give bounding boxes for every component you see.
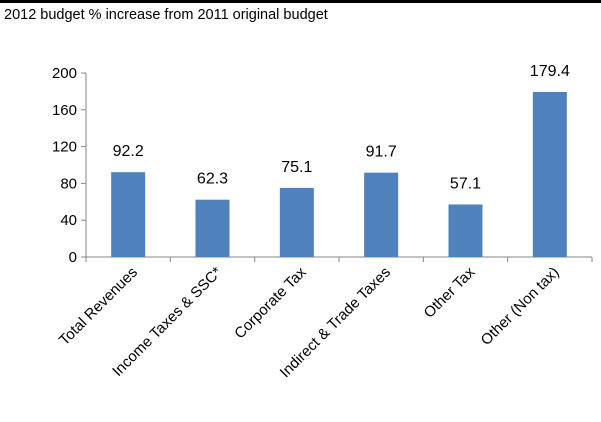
bar	[111, 172, 146, 257]
data-label: 91.7	[366, 144, 397, 161]
y-tick-label: 160	[52, 102, 77, 119]
y-tick-label: 80	[60, 175, 77, 192]
bar	[279, 187, 314, 257]
y-tick-label: 120	[52, 139, 77, 156]
data-label: 92.2	[113, 143, 144, 160]
bar	[532, 91, 567, 258]
bar	[448, 204, 483, 257]
bar	[195, 199, 230, 257]
category-label: Total Revenues	[56, 264, 141, 349]
data-label: 57.1	[450, 175, 481, 192]
y-tick-label: 0	[69, 249, 77, 266]
y-tick-label: 40	[60, 212, 77, 229]
data-label: 75.1	[281, 159, 312, 176]
top-border	[0, 0, 601, 3]
category-label: Corporate Tax	[231, 263, 310, 342]
data-label: 62.3	[197, 171, 228, 188]
data-label: 179.4	[530, 63, 570, 80]
chart-title: 2012 budget % increase from 2011 origina…	[4, 7, 328, 23]
category-label: Other (Non tax)	[478, 264, 563, 349]
y-tick-label: 200	[52, 65, 77, 82]
category-label: Other Tax	[421, 263, 479, 321]
bar	[364, 172, 399, 257]
